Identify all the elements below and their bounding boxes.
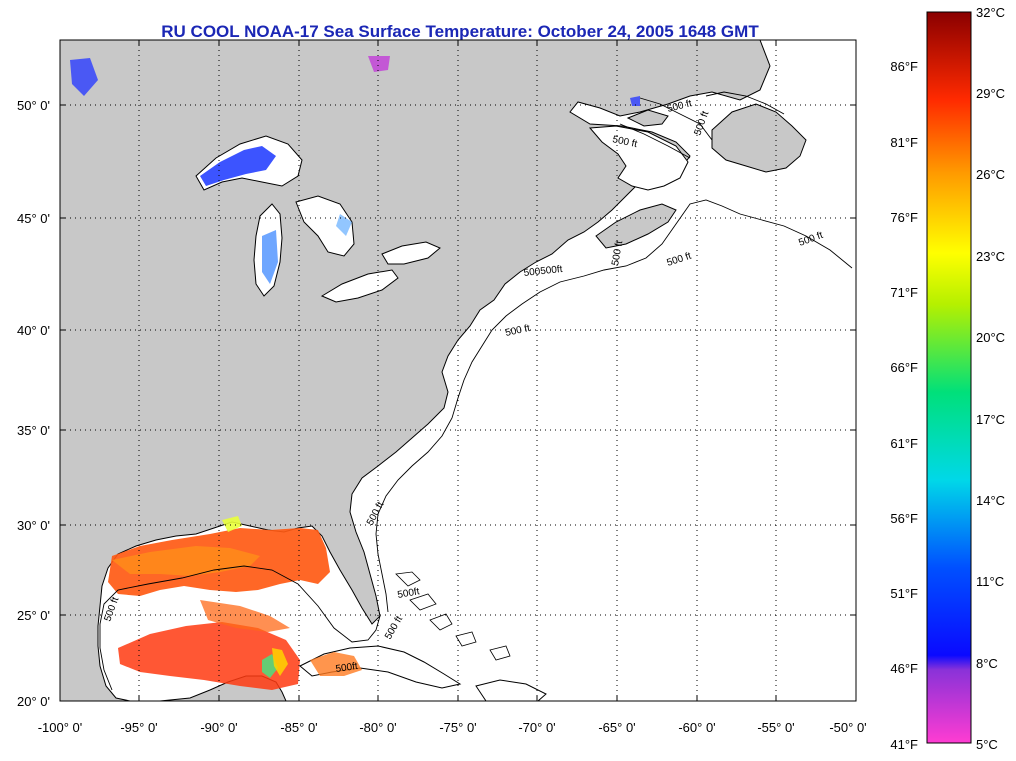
fahrenheit-label: 51°F	[890, 586, 918, 601]
isobath-label: 500500ft	[523, 264, 563, 279]
lon-label: -60° 0'	[678, 720, 715, 735]
isobath-label: 500ft	[397, 586, 421, 601]
fahrenheit-label: 76°F	[890, 210, 918, 225]
lat-label: 40° 0'	[17, 323, 50, 338]
fahrenheit-label: 66°F	[890, 360, 918, 375]
celsius-label: 17°C	[976, 412, 1005, 427]
lon-label: -100° 0'	[38, 720, 83, 735]
fahrenheit-label: 41°F	[890, 737, 918, 752]
land-newfoundland	[711, 103, 807, 173]
celsius-label: 23°C	[976, 249, 1005, 264]
fahrenheit-label: 81°F	[890, 135, 918, 150]
isobath-label: 500 ft	[611, 134, 638, 150]
isobath-label: 500 ft	[504, 323, 531, 339]
celsius-label: 14°C	[976, 493, 1005, 508]
celsius-label: 29°C	[976, 86, 1005, 101]
lon-label: -55° 0'	[757, 720, 794, 735]
colorbar-fahrenheit-labels: 86°F 81°F 76°F 71°F 66°F 61°F 56°F 51°F …	[890, 59, 918, 752]
map-title: RU COOL NOAA-17 Sea Surface Temperature:…	[161, 22, 759, 41]
isobath-label: 500ft	[335, 661, 359, 675]
land-nova-scotia	[595, 203, 677, 249]
fahrenheit-label: 71°F	[890, 285, 918, 300]
lon-label: -85° 0'	[280, 720, 317, 735]
lon-label: -80° 0'	[359, 720, 396, 735]
isobath-contours	[99, 91, 853, 691]
lake-erie	[320, 269, 399, 303]
fahrenheit-label: 56°F	[890, 511, 918, 526]
fahrenheit-label: 61°F	[890, 436, 918, 451]
colorbar-celsius-labels: 32°C 29°C 26°C 23°C 20°C 17°C 14°C 11°C …	[976, 5, 1005, 752]
sst-gulf	[108, 516, 362, 690]
isobath-label: 500 ft	[610, 240, 625, 267]
fahrenheit-label: 86°F	[890, 59, 918, 74]
graticule	[60, 40, 856, 701]
fahrenheit-label: 46°F	[890, 661, 918, 676]
longitude-labels: -100° 0' -95° 0' -90° 0' -85° 0' -80° 0'…	[38, 720, 867, 735]
lon-label: -75° 0'	[439, 720, 476, 735]
lat-label: 20° 0'	[17, 694, 50, 709]
lon-label: -65° 0'	[598, 720, 635, 735]
land-north-america	[60, 40, 771, 701]
gulf-st-lawrence	[588, 125, 689, 191]
lon-label: -95° 0'	[120, 720, 157, 735]
land-hispaniola	[475, 679, 547, 701]
frame-ticks	[60, 40, 856, 701]
celsius-label: 8°C	[976, 656, 998, 671]
celsius-label: 26°C	[976, 167, 1005, 182]
anticosti-island	[626, 109, 669, 127]
lat-label: 25° 0'	[17, 608, 50, 623]
lat-label: 45° 0'	[17, 211, 50, 226]
celsius-label: 20°C	[976, 330, 1005, 345]
lon-label: -50° 0'	[829, 720, 866, 735]
lake-ontario	[381, 241, 441, 265]
sst-great-lakes	[70, 56, 640, 284]
lon-label: -70° 0'	[518, 720, 555, 735]
celsius-label: 11°C	[976, 574, 1004, 589]
colorbar	[926, 11, 972, 744]
lat-label: 30° 0'	[17, 518, 50, 533]
celsius-label: 32°C	[976, 5, 1005, 20]
latitude-labels: 50° 0' 45° 0' 40° 0' 35° 0' 30° 0' 25° 0…	[17, 98, 50, 709]
lat-label: 35° 0'	[17, 423, 50, 438]
bahamas-islands	[395, 571, 511, 661]
lat-label: 50° 0'	[17, 98, 50, 113]
celsius-label: 5°C	[976, 737, 998, 752]
lake-huron	[295, 195, 355, 257]
lon-label: -90° 0'	[200, 720, 237, 735]
